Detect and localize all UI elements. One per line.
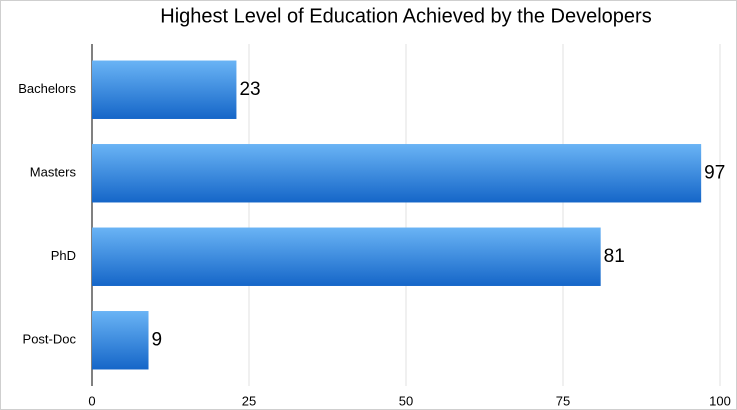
value-label: 23 xyxy=(239,79,260,100)
bar xyxy=(92,60,237,119)
value-label: 9 xyxy=(152,329,163,350)
bar xyxy=(92,227,601,286)
y-tick-label: Masters xyxy=(30,165,77,180)
value-label: 81 xyxy=(604,246,625,267)
chart-title: Highest Level of Education Achieved by t… xyxy=(160,5,651,27)
x-tick-label: 25 xyxy=(242,393,256,408)
bar xyxy=(92,311,149,370)
y-tick-label: PhD xyxy=(51,248,76,263)
y-tick-label: Post-Doc xyxy=(23,332,77,347)
y-tick-label: Bachelors xyxy=(18,81,76,96)
x-tick-label: 0 xyxy=(88,393,95,408)
x-tick-label: 50 xyxy=(399,393,413,408)
value-label: 97 xyxy=(704,162,725,183)
bar xyxy=(92,144,702,203)
x-tick-label: 100 xyxy=(709,393,731,408)
x-tick-label: 75 xyxy=(556,393,570,408)
